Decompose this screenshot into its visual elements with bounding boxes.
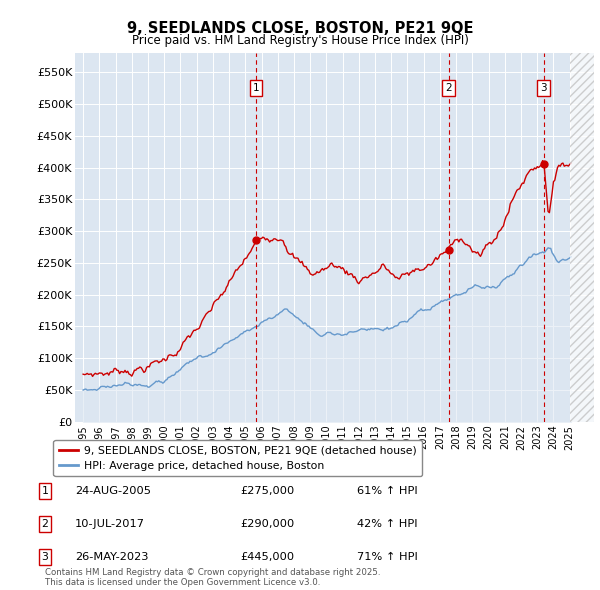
Text: 61% ↑ HPI: 61% ↑ HPI [357, 486, 418, 496]
Text: 2: 2 [41, 519, 49, 529]
Text: 1: 1 [41, 486, 49, 496]
Text: 10-JUL-2017: 10-JUL-2017 [75, 519, 145, 529]
Text: 3: 3 [541, 83, 547, 93]
Text: 26-MAY-2023: 26-MAY-2023 [75, 552, 149, 562]
Text: £445,000: £445,000 [240, 552, 294, 562]
Text: 71% ↑ HPI: 71% ↑ HPI [357, 552, 418, 562]
Legend: 9, SEEDLANDS CLOSE, BOSTON, PE21 9QE (detached house), HPI: Average price, detac: 9, SEEDLANDS CLOSE, BOSTON, PE21 9QE (de… [53, 440, 422, 477]
Text: Contains HM Land Registry data © Crown copyright and database right 2025.
This d: Contains HM Land Registry data © Crown c… [45, 568, 380, 587]
Text: 2: 2 [445, 83, 452, 93]
Text: £275,000: £275,000 [240, 486, 294, 496]
Text: Price paid vs. HM Land Registry's House Price Index (HPI): Price paid vs. HM Land Registry's House … [131, 34, 469, 47]
Text: 9, SEEDLANDS CLOSE, BOSTON, PE21 9QE: 9, SEEDLANDS CLOSE, BOSTON, PE21 9QE [127, 21, 473, 35]
Text: 24-AUG-2005: 24-AUG-2005 [75, 486, 151, 496]
Text: 1: 1 [253, 83, 259, 93]
Text: 42% ↑ HPI: 42% ↑ HPI [357, 519, 418, 529]
Text: £290,000: £290,000 [240, 519, 294, 529]
Text: 3: 3 [41, 552, 49, 562]
